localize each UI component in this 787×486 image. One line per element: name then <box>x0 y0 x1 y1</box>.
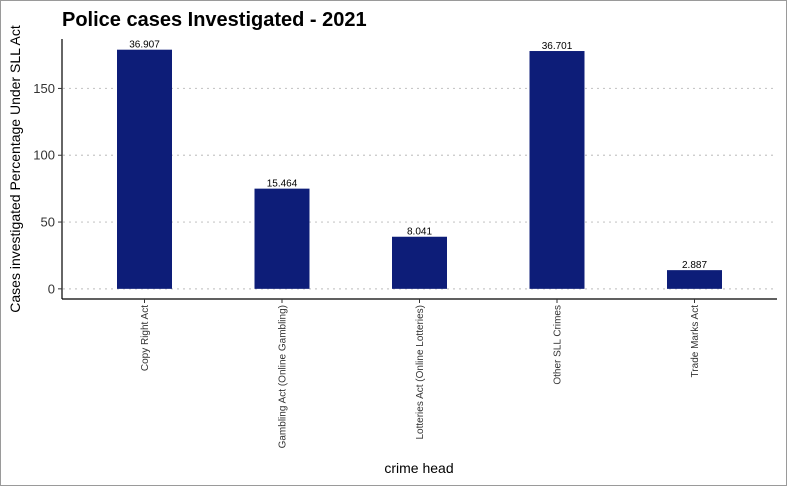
y-tick-label: 50 <box>41 215 55 230</box>
gridlines <box>63 87 777 290</box>
bar-data-label: 36.701 <box>542 41 573 52</box>
x-tick-label: Other SLL Crimes <box>553 305 564 385</box>
y-axis-title: Cases investigated Percentage Under SLL … <box>7 25 23 313</box>
x-tick-label: Gambling Act (Online Gambling) <box>278 305 289 448</box>
bar-data-label: 2.887 <box>682 260 707 271</box>
x-axis-title: crime head <box>384 460 453 476</box>
data-labels: 36.907 15.464 8.041 36.701 2.887 <box>129 40 707 271</box>
bar-data-label: 15.464 <box>267 179 298 190</box>
y-tick-label: 150 <box>33 81 55 96</box>
x-tick-label: Trade Marks Act <box>690 305 701 378</box>
bar <box>667 270 722 289</box>
chart-title: Police cases Investigated - 2021 <box>62 9 367 31</box>
x-axis-ticks: Copy Right Act Gambling Act (Online Gambl… <box>140 299 701 448</box>
bar <box>529 51 585 289</box>
bar-data-label: 8.041 <box>407 227 432 238</box>
bar-data-label: 36.907 <box>129 40 160 51</box>
x-tick-label: Lotteries Act (Online Lotteries) <box>415 305 426 440</box>
bar <box>392 236 447 289</box>
bar <box>254 188 310 289</box>
y-tick-label: 0 <box>48 281 55 296</box>
y-tick-label: 100 <box>33 148 55 163</box>
x-tick-label: Copy Right Act <box>140 305 151 371</box>
y-axis-ticks: 0 50 100 150 <box>33 81 62 296</box>
bar <box>117 49 172 289</box>
bars <box>117 49 722 289</box>
